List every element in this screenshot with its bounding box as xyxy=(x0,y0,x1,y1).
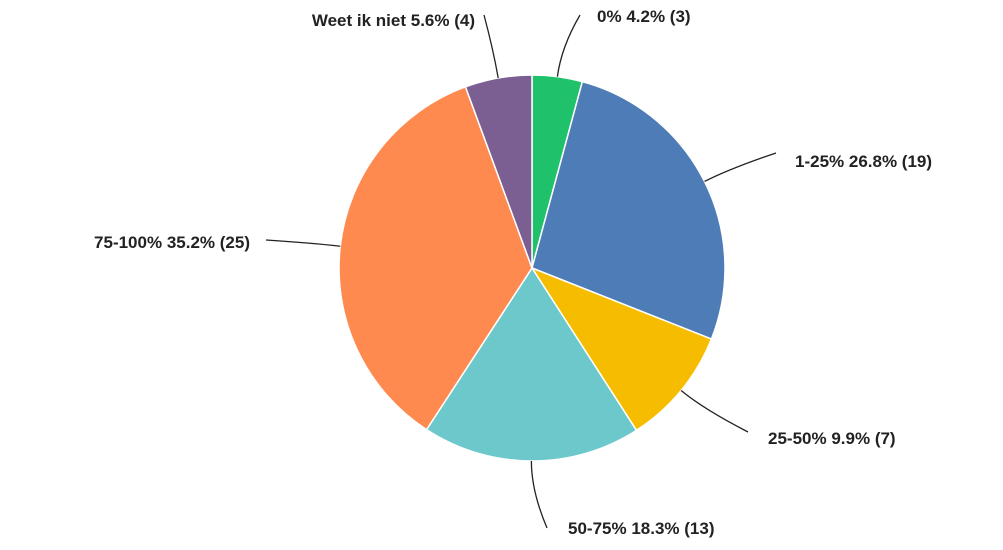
leader-line xyxy=(556,14,581,77)
slice-value: 5.6% (4) xyxy=(411,11,475,30)
slice-label: 50-75% 18.3% (13) xyxy=(568,519,715,538)
slice-value: 9.9% (7) xyxy=(831,429,895,448)
slice-value: 18.3% (13) xyxy=(631,519,714,538)
slice-category: Weet ik niet xyxy=(312,11,406,30)
slice xyxy=(338,85,533,431)
slice xyxy=(530,266,713,432)
slice-label: 0% 4.2% (3) xyxy=(597,7,691,26)
slice-label: 25-50% 9.9% (7) xyxy=(768,429,896,448)
slice-value: 26.8% (19) xyxy=(849,152,932,171)
leader-line xyxy=(680,390,749,433)
leader-line xyxy=(704,152,777,183)
slice-value: 35.2% (25) xyxy=(167,233,250,252)
slice-label: Weet ik niet 5.6% (4) xyxy=(312,11,475,30)
slice xyxy=(425,266,638,462)
slice-category: 25-50% xyxy=(768,429,827,448)
leader-line xyxy=(483,14,499,79)
slice-label: 1-25% 26.8% (19) xyxy=(795,152,932,171)
leader-line xyxy=(265,239,341,247)
slice-label: 75-100% 35.2% (25) xyxy=(94,233,250,252)
slice-category: 1-25% xyxy=(795,152,844,171)
slice-category: 50-75% xyxy=(568,519,627,538)
leader-line xyxy=(530,460,548,529)
slice-category: 0% xyxy=(597,7,622,26)
slice-category: 75-100% xyxy=(94,233,162,252)
slice-value: 4.2% (3) xyxy=(626,7,690,26)
slice xyxy=(464,74,533,269)
slice xyxy=(531,80,726,341)
